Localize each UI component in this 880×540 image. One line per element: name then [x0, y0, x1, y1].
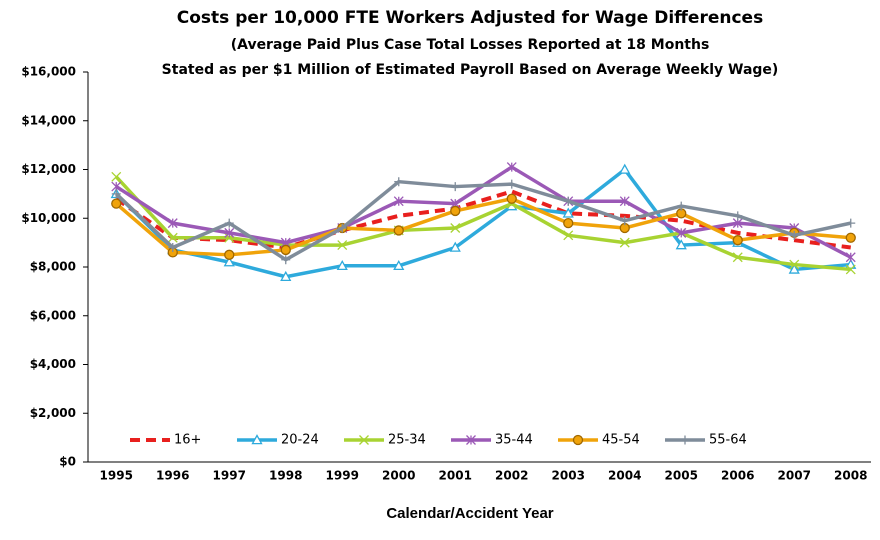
marker: [449, 241, 461, 252]
marker: [562, 207, 574, 218]
x-axis-label: Calendar/Accident Year: [386, 505, 553, 522]
y-tick-label: $10,000: [21, 211, 76, 225]
marker: [619, 237, 630, 248]
x-tick-label: 2000: [382, 469, 415, 483]
marker: [676, 201, 686, 211]
chart-subtitle: Stated as per $1 Million of Estimated Pa…: [162, 62, 779, 78]
legend-label: 55-64: [709, 433, 747, 448]
marker: [789, 230, 799, 240]
marker: [111, 171, 122, 182]
legend-label: 16+: [174, 433, 201, 448]
legend-label: 45-54: [602, 433, 640, 448]
x-tick-label: 1997: [213, 469, 246, 483]
marker: [680, 435, 690, 445]
x-tick-label: 2002: [495, 469, 528, 483]
marker: [619, 196, 630, 207]
marker: [393, 225, 404, 236]
x-tick-label: 2006: [721, 469, 754, 483]
legend-label: 35-44: [495, 433, 533, 448]
marker: [466, 435, 476, 445]
marker: [845, 264, 856, 275]
marker: [337, 240, 348, 251]
marker: [359, 435, 369, 445]
marker: [450, 182, 460, 192]
line: [114, 175, 851, 272]
marker: [506, 162, 517, 173]
line: [115, 197, 851, 257]
marker: [620, 216, 630, 226]
line: [115, 167, 851, 279]
marker: [394, 177, 404, 187]
marker: [337, 223, 347, 233]
marker: [280, 244, 291, 256]
marker: [732, 252, 743, 263]
y-tick-label: $8,000: [30, 260, 76, 274]
marker: [393, 196, 404, 207]
marker: [393, 259, 405, 271]
marker: [168, 243, 178, 252]
x-tick-label: 2008: [834, 469, 867, 483]
x-tick-label: 1996: [156, 469, 189, 483]
x-tick-label: 2003: [552, 469, 585, 483]
line: [115, 189, 852, 250]
marker: [563, 230, 574, 241]
marker: [733, 211, 743, 221]
marker: [111, 198, 122, 209]
y-tick-label: $6,000: [30, 308, 76, 322]
line: [115, 179, 852, 262]
marker: [450, 223, 461, 233]
chart-title: Costs per 10,000 FTE Workers Adjusted fo…: [177, 8, 763, 28]
marker: [789, 259, 800, 270]
marker: [224, 249, 235, 260]
y-tick-label: $14,000: [21, 113, 76, 127]
marker: [563, 196, 573, 206]
y-tick-label: $0: [59, 455, 76, 469]
marker: [846, 218, 856, 228]
legend-label: 25-34: [388, 433, 426, 448]
marker: [167, 218, 178, 229]
marker: [280, 270, 292, 281]
marker: [223, 256, 235, 267]
y-tick-label: $16,000: [21, 65, 76, 79]
y-tick-label: $2,000: [30, 406, 76, 420]
marker: [732, 235, 743, 246]
x-tick-label: 2007: [778, 469, 811, 483]
marker: [251, 434, 263, 445]
marker: [450, 205, 461, 217]
marker: [845, 252, 856, 263]
marker: [563, 217, 574, 229]
marker: [619, 163, 631, 174]
y-tick-label: $4,000: [30, 357, 76, 371]
marker: [676, 227, 687, 238]
chart-subtitle: (Average Paid Plus Case Total Losses Rep…: [231, 37, 710, 53]
marker: [111, 189, 121, 199]
x-tick-label: 1998: [269, 469, 302, 483]
marker: [224, 227, 235, 238]
marker: [572, 434, 584, 446]
marker: [281, 255, 291, 265]
x-tick-label: 2001: [439, 469, 472, 483]
marker: [224, 218, 234, 228]
marker: [675, 239, 687, 250]
marker: [507, 179, 517, 189]
y-tick-label: $12,000: [21, 162, 76, 176]
x-tick-label: 2004: [608, 469, 641, 483]
x-tick-label: 2005: [665, 469, 698, 483]
legend-label: 20-24: [281, 433, 319, 448]
x-tick-label: 1995: [100, 469, 133, 483]
marker: [788, 263, 800, 274]
marker: [845, 232, 856, 243]
marker: [167, 232, 178, 243]
x-tick-label: 1999: [326, 469, 359, 483]
marker: [336, 259, 348, 271]
marker: [506, 193, 517, 204]
